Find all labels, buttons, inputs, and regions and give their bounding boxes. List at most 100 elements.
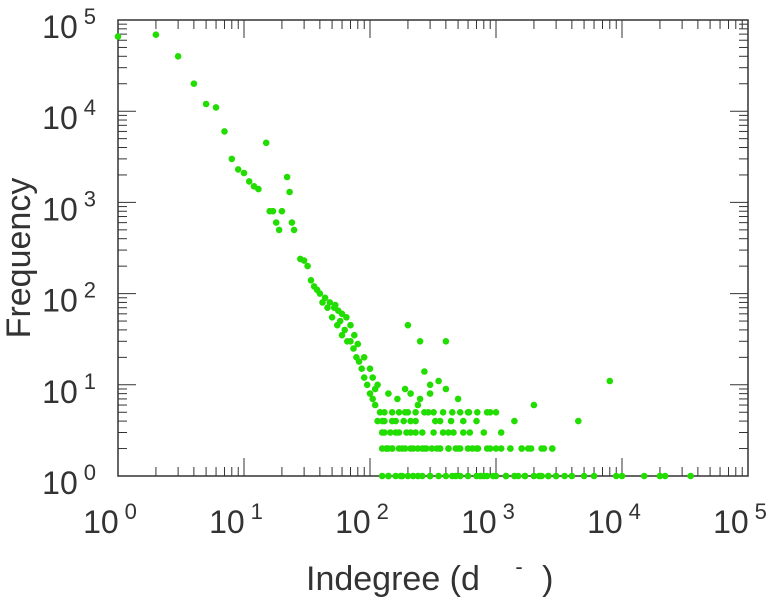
data-point <box>114 33 122 40</box>
data-point <box>240 169 248 177</box>
data-point <box>401 385 409 393</box>
x-axis-title-close: ) <box>542 560 553 598</box>
y-tick-label: 10 3 <box>42 186 96 227</box>
data-point <box>445 445 452 452</box>
data-point <box>174 53 182 60</box>
y-tick-label: 10 4 <box>42 95 96 136</box>
data-point <box>338 331 346 339</box>
data-point <box>430 429 437 436</box>
data-point <box>454 445 462 452</box>
data-point <box>480 429 488 436</box>
data-point <box>530 472 538 480</box>
data-point <box>561 472 568 480</box>
data-point <box>286 188 293 196</box>
data-point <box>404 472 412 480</box>
x-tick-label: 10 1 <box>209 499 263 540</box>
data-point <box>374 381 381 389</box>
data-point <box>324 304 331 312</box>
y-tick-label: 10 0 <box>42 460 96 501</box>
data-point <box>394 395 401 403</box>
data-point <box>343 314 350 321</box>
data-point <box>414 445 422 452</box>
y-tick-label: 10 1 <box>42 369 96 410</box>
data-point <box>190 80 198 87</box>
data-point <box>269 207 277 215</box>
data-point <box>483 472 491 480</box>
data-point <box>407 417 414 425</box>
data-point <box>412 417 419 425</box>
data-point <box>538 472 545 480</box>
data-point <box>449 472 456 480</box>
data-point <box>369 374 377 381</box>
data-point <box>360 354 368 361</box>
data-point <box>432 417 439 425</box>
data-point <box>400 417 408 425</box>
data-point <box>234 166 242 173</box>
data-point <box>421 445 428 452</box>
data-point <box>483 409 491 416</box>
y-axis-title: Frequency <box>0 178 38 339</box>
data-point <box>442 472 450 480</box>
data-point <box>398 472 406 480</box>
data-point <box>549 445 556 452</box>
data-point <box>474 409 481 416</box>
data-point <box>383 445 390 452</box>
data-point <box>381 417 388 425</box>
data-point <box>492 472 500 480</box>
data-point <box>378 472 386 480</box>
data-point <box>474 445 482 452</box>
data-point <box>403 429 410 436</box>
data-point <box>300 257 308 264</box>
x-tick-label: 10 4 <box>587 499 641 540</box>
data-point <box>371 401 379 409</box>
data-point <box>366 365 374 373</box>
data-point <box>518 445 525 452</box>
data-point <box>511 417 518 425</box>
data-point <box>464 445 472 452</box>
data-point <box>442 385 450 393</box>
data-point <box>497 429 505 436</box>
data-point <box>456 472 464 480</box>
data-point <box>212 104 220 111</box>
data-point <box>360 374 368 381</box>
data-point <box>392 429 400 436</box>
y-tick-label: 10 5 <box>42 4 96 45</box>
data-point <box>442 338 450 345</box>
data-point <box>275 226 283 234</box>
data-point <box>426 472 434 480</box>
data-point <box>335 307 342 315</box>
data-point <box>687 472 694 480</box>
data-point <box>473 472 480 480</box>
data-point <box>404 409 412 416</box>
data-point <box>502 472 510 480</box>
data-point <box>612 472 620 480</box>
data-point <box>385 472 392 480</box>
data-point <box>416 338 424 345</box>
data-point <box>363 381 371 389</box>
tick-labels: 10 0 10 1 10 2 10 3 10 4 10 5 10 0 10 1 10 2 10 3 10 4 10 5 <box>42 4 767 540</box>
data-point <box>527 445 535 452</box>
data-point <box>354 340 362 348</box>
tick-marks <box>117 20 748 477</box>
data-point <box>283 173 291 181</box>
data-point <box>640 472 648 480</box>
data-point <box>545 472 552 480</box>
data-point <box>618 472 626 480</box>
data-point <box>326 299 334 306</box>
data-point <box>378 429 386 436</box>
data-point <box>412 429 419 436</box>
data-point <box>421 409 428 416</box>
data-point <box>388 445 396 452</box>
data-point <box>414 401 422 409</box>
data-point <box>435 377 442 385</box>
data-point <box>661 472 669 480</box>
data-point <box>152 31 160 38</box>
data-point <box>290 226 298 234</box>
data-point <box>426 390 434 397</box>
data-point <box>321 294 329 302</box>
data-point <box>395 445 403 452</box>
data-point <box>492 445 500 452</box>
x-tick-label: 10 2 <box>335 499 389 540</box>
data-point <box>552 472 560 480</box>
